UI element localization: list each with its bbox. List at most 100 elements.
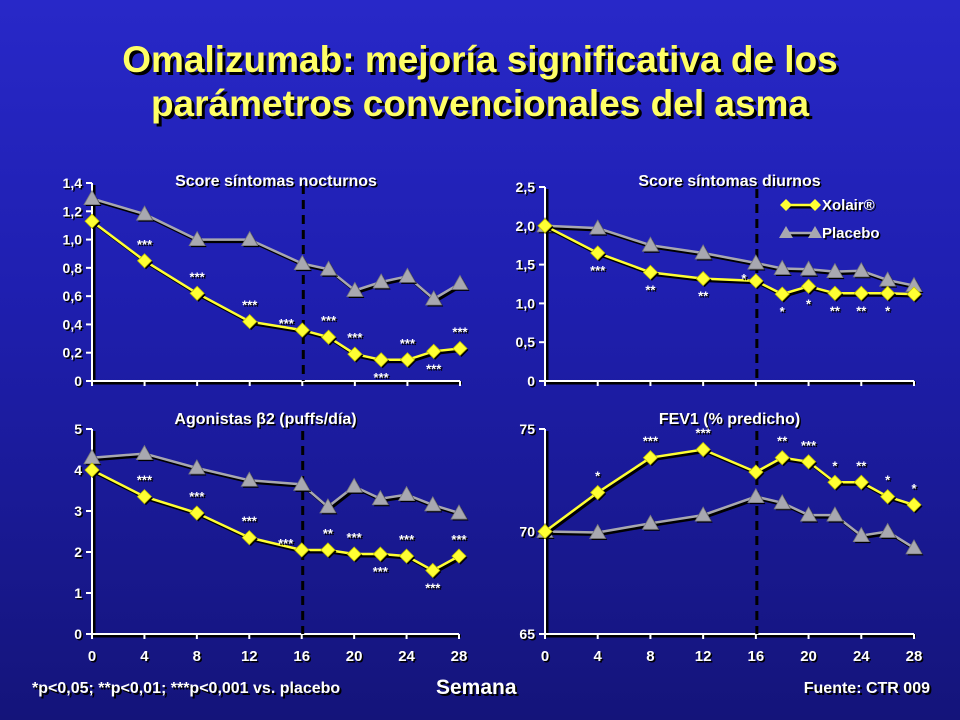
significance-label: ****: [777, 434, 790, 451]
significance-label-text: ***: [643, 434, 659, 449]
y-tick-label-shadow: 1,0: [517, 297, 537, 313]
triangle-marker: [826, 262, 844, 278]
legend-triangle-marker: [808, 226, 822, 238]
x-tick-label-text: 12: [695, 648, 712, 665]
series-placebo: [536, 487, 924, 556]
significance-label-text: ***: [137, 473, 153, 488]
x-tick-label-text: 28: [906, 648, 923, 665]
chart-title-label-text: FEV1 (% predicho): [659, 411, 800, 428]
y-tick-label: 1,21,2: [63, 203, 84, 221]
y-tick-label: 55: [74, 421, 84, 439]
source-note: Fuente: CTR 009: [803, 680, 930, 697]
x-tick-label-text: 24: [853, 648, 870, 665]
series-xolair: [537, 218, 923, 303]
y-tick-label-shadow: 5: [76, 423, 84, 439]
triangle-marker: [135, 444, 154, 460]
diamond-marker: [827, 285, 843, 301]
series-xolair: [84, 213, 469, 369]
significance-label: **: [806, 296, 814, 313]
significance-label-text: **: [645, 282, 656, 297]
significance-label-text: **: [777, 434, 788, 449]
significance-label-shadow: *: [887, 474, 893, 489]
triangle-marker: [799, 260, 818, 276]
triangle-marker: [135, 205, 154, 221]
x-tick-label: 88: [646, 648, 656, 667]
significance-label: ****: [698, 289, 711, 306]
x-tick-label-text: 8: [646, 648, 654, 665]
significance-label-text: ***: [242, 514, 258, 529]
significance-label: ******: [590, 263, 608, 280]
diamond-marker: [373, 352, 389, 368]
chart-title-text: Agonistas β2 (puffs/día): [174, 411, 356, 428]
significance-label: ******: [696, 426, 714, 443]
series-placebo: [83, 189, 470, 307]
chart-title-shadow: Agonistas β2 (puffs/día): [176, 413, 358, 430]
y-tick-label-text: 0,8: [63, 260, 83, 276]
triangle-marker: [372, 273, 390, 289]
triangle-marker: [451, 274, 469, 290]
triangle-marker: [346, 281, 364, 297]
significance-label: ******: [374, 370, 392, 387]
y-tick-label-text: 75: [519, 421, 535, 437]
y-tick-label-shadow: 1,0: [64, 233, 84, 249]
triangle-marker: [240, 471, 258, 487]
axes-shadow: [92, 431, 461, 638]
x-tick-label-text: 20: [800, 648, 817, 665]
significance-label: ******: [801, 438, 819, 455]
chart-title: FEV1 (% predicho)FEV1 (% predicho): [659, 411, 802, 430]
significance-label-text: *: [806, 296, 812, 311]
diamond-marker: [321, 329, 337, 345]
diamond-marker: [189, 505, 205, 521]
diamond-marker: [346, 546, 362, 562]
significance-footnote: *p<0,05; **p<0,01; ***p<0,001 vs. placeb…: [32, 680, 341, 697]
diamond-marker: [642, 264, 658, 280]
x-tick-label-text: 4: [140, 648, 149, 665]
y-tick-label-text: 65: [519, 626, 535, 642]
significance-label: **: [885, 303, 893, 320]
x-tick-label: 88: [193, 648, 203, 667]
diamond-marker: [136, 489, 152, 505]
chart-title-label-text: Score síntomas nocturnos: [175, 173, 377, 190]
significance-label-text: **: [856, 303, 867, 318]
triangle-marker: [241, 230, 259, 246]
x-tick-label-shadow: 24: [400, 650, 417, 667]
y-tick-label-text: 1,5: [516, 257, 536, 273]
significance-label-shadow: ***: [375, 371, 391, 386]
diamond-marker: [294, 542, 310, 558]
significance-label-shadow: ***: [428, 363, 444, 378]
x-tick-label-text: 0: [541, 648, 549, 665]
diamond-marker: [748, 464, 764, 480]
x-tick-label-shadow: 24: [854, 650, 871, 667]
legend-label: Xolair®Xolair®: [822, 197, 876, 216]
y-tick-label-text: 0,6: [63, 288, 83, 304]
significance-label: ******: [426, 361, 444, 378]
series-placebo: [83, 444, 469, 521]
y-tick-label-shadow: 0,2: [64, 346, 84, 362]
y-tick-label: 0,80,8: [63, 260, 84, 278]
x-tick-label: 44: [594, 648, 605, 667]
chart-title-label-shadow: Score síntomas diurnos: [640, 175, 822, 192]
significance-label-shadow: ***: [348, 532, 364, 547]
significance-label-shadow: **: [779, 435, 790, 450]
y-tick-label-text: 2: [74, 544, 82, 560]
y-tick-label-shadow: 1,4: [64, 177, 84, 193]
diamond-marker: [695, 271, 711, 287]
significance-label-shadow: **: [831, 305, 842, 320]
significance-label-text: *: [741, 271, 747, 286]
significance-label: ******: [425, 580, 443, 597]
triangle-marker: [293, 254, 311, 271]
significance-label-shadow: ***: [400, 534, 416, 549]
axes-shadow: [545, 189, 916, 385]
y-tick-label-shadow: 2,0: [517, 219, 537, 235]
significance-label: ******: [373, 564, 391, 581]
significance-label-shadow: *: [743, 272, 749, 287]
x-tick-label-shadow: 16: [749, 650, 766, 667]
